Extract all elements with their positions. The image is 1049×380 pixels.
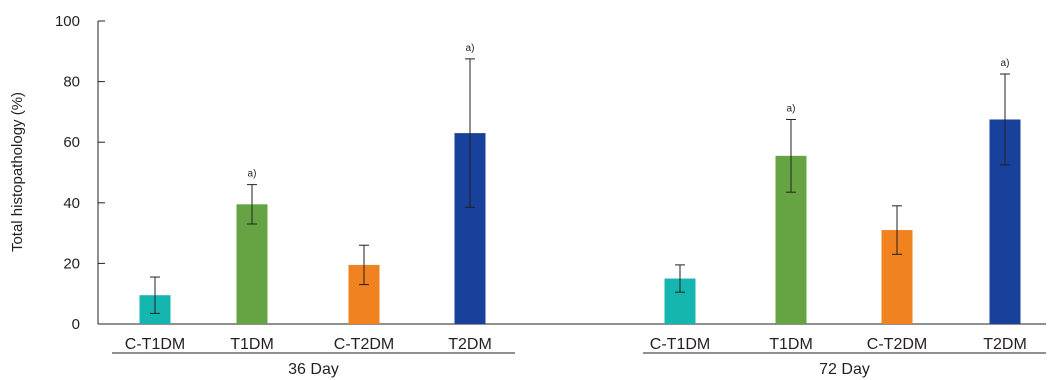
group-label: 72 Day	[819, 361, 870, 378]
significance-annotation: a)	[466, 43, 475, 54]
x-category-label: C-T2DM	[334, 336, 394, 353]
significance-annotation: a)	[1001, 58, 1010, 69]
x-category-label: T2DM	[983, 336, 1027, 353]
x-category-label: T2DM	[448, 336, 492, 353]
group-labels: 36 Day 72 Day	[112, 352, 1046, 378]
y-tick-label: 100	[55, 13, 80, 30]
y-tick-label: 0	[72, 316, 80, 333]
significance-annotation: a)	[787, 103, 796, 114]
y-axis-label: Total histopathology (%)	[9, 92, 26, 252]
x-category-label: C-T2DM	[867, 336, 927, 353]
y-ticks: 0 20 40 60 80 100	[55, 13, 105, 333]
y-tick-label: 80	[63, 74, 80, 91]
x-category-labels: C-T1DM T1DM C-T2DM T2DM C-T1DM T1DM C-T2DM T2DM	[125, 336, 1027, 353]
group-label: 36 Day	[288, 361, 339, 378]
x-category-label: T1DM	[769, 336, 813, 353]
x-category-label: C-T1DM	[650, 336, 710, 353]
y-tick-label: 60	[63, 134, 80, 151]
y-tick-label: 20	[63, 255, 80, 272]
significance-annotation: a)	[248, 169, 257, 180]
x-category-label: T1DM	[230, 336, 274, 353]
y-tick-label: 40	[63, 195, 80, 212]
bars: a) a) a) a)	[139, 43, 1021, 324]
y-axis: 0 20 40 60 80 100	[55, 13, 105, 333]
x-category-label: C-T1DM	[125, 336, 185, 353]
